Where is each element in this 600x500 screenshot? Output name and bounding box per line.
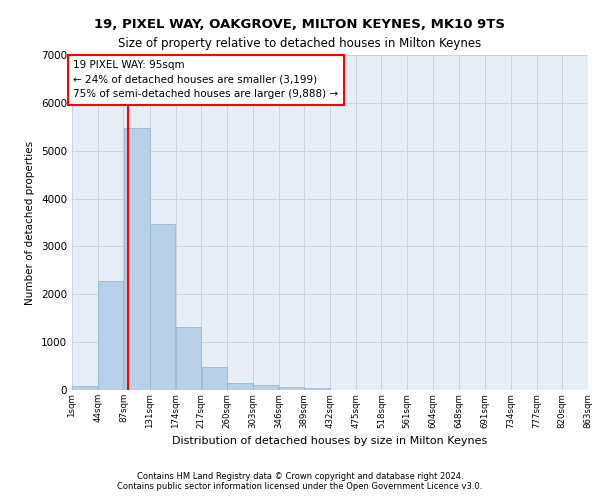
Bar bbox=[253, 385, 278, 390]
Bar bbox=[124, 128, 149, 390]
Bar bbox=[176, 327, 201, 390]
Bar bbox=[227, 382, 253, 390]
Text: 19 PIXEL WAY: 95sqm
← 24% of detached houses are smaller (3,199)
75% of semi-det: 19 PIXEL WAY: 95sqm ← 24% of detached ho… bbox=[73, 60, 338, 100]
X-axis label: Distribution of detached houses by size in Milton Keynes: Distribution of detached houses by size … bbox=[172, 436, 488, 446]
Text: Contains public sector information licensed under the Open Government Licence v3: Contains public sector information licen… bbox=[118, 482, 482, 491]
Text: 19, PIXEL WAY, OAKGROVE, MILTON KEYNES, MK10 9TS: 19, PIXEL WAY, OAKGROVE, MILTON KEYNES, … bbox=[95, 18, 505, 30]
Text: Size of property relative to detached houses in Milton Keynes: Size of property relative to detached ho… bbox=[118, 38, 482, 51]
Bar bbox=[72, 386, 97, 390]
Bar bbox=[150, 224, 175, 390]
Text: Contains HM Land Registry data © Crown copyright and database right 2024.: Contains HM Land Registry data © Crown c… bbox=[137, 472, 463, 481]
Bar bbox=[202, 367, 227, 390]
Bar bbox=[305, 388, 330, 390]
Y-axis label: Number of detached properties: Number of detached properties bbox=[25, 140, 35, 304]
Bar bbox=[98, 281, 123, 390]
Bar bbox=[279, 386, 304, 390]
